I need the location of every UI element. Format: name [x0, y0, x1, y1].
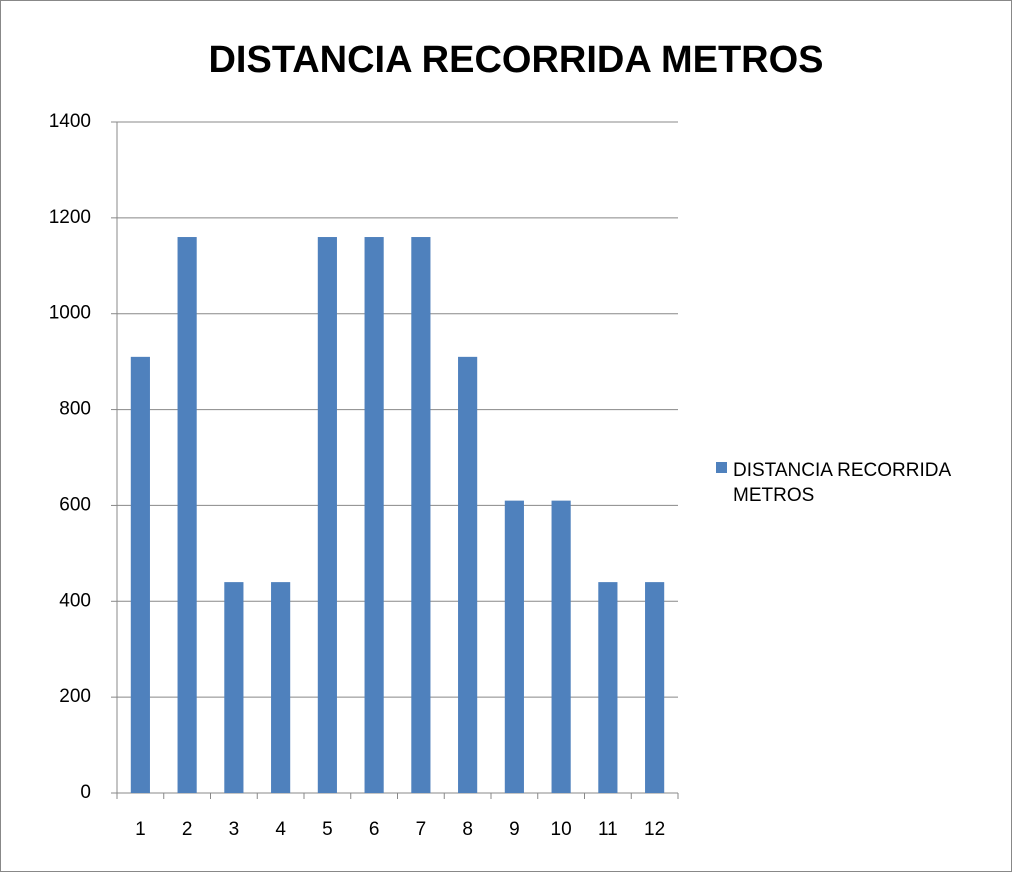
- x-tick-label: 3: [229, 819, 240, 840]
- bar: [364, 237, 384, 793]
- y-tick-label: 800: [59, 399, 91, 420]
- bar: [645, 582, 665, 793]
- x-tick-label: 5: [322, 819, 333, 840]
- bar: [411, 237, 431, 793]
- y-tick-label: 400: [59, 590, 91, 611]
- x-tick-label: 4: [275, 819, 286, 840]
- bar: [551, 500, 571, 793]
- x-tick-label: 7: [416, 819, 427, 840]
- x-tick-label: 2: [182, 819, 193, 840]
- legend-swatch: [716, 462, 727, 473]
- legend: DISTANCIA RECORRIDA METROS: [716, 458, 1006, 508]
- y-tick-label: 1200: [49, 207, 91, 228]
- bar: [224, 582, 244, 793]
- x-tick-label: 1: [135, 819, 146, 840]
- y-tick-label: 1400: [49, 111, 91, 132]
- bar: [504, 500, 524, 793]
- bar: [177, 237, 197, 793]
- y-tick-label: 1000: [49, 303, 91, 324]
- y-tick-label: 0: [80, 782, 91, 803]
- x-tick-label: 9: [509, 819, 520, 840]
- x-tick-label: 8: [462, 819, 473, 840]
- x-tick-label: 11: [598, 819, 618, 840]
- bar: [458, 356, 478, 793]
- y-tick-label: 600: [59, 494, 91, 515]
- bar: [317, 237, 337, 793]
- bar: [598, 582, 618, 793]
- legend-label: DISTANCIA RECORRIDA METROS: [733, 460, 951, 506]
- x-tick-label: 10: [551, 819, 572, 840]
- bar: [130, 356, 150, 793]
- chart-title: DISTANCIA RECORRIDA METROS: [208, 39, 823, 81]
- y-tick-label: 200: [59, 686, 91, 707]
- x-tick-label: 6: [369, 819, 380, 840]
- bar: [271, 582, 291, 793]
- x-tick-label: 12: [644, 819, 665, 840]
